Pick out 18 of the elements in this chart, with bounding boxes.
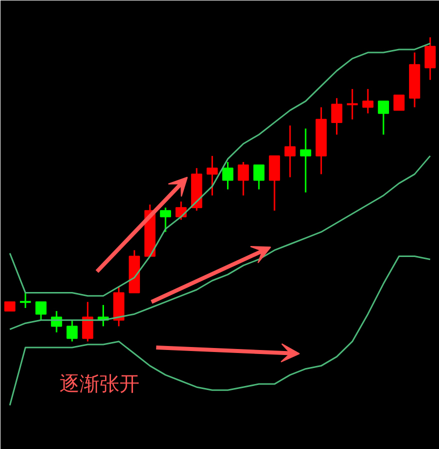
candlestick [176,200,187,221]
candlestick [284,124,296,178]
candlestick [160,206,172,233]
candlestick [35,301,47,321]
candlestick [66,319,78,342]
candlestick [253,164,264,190]
text: 逐渐张开 [60,371,140,396]
candlestick [206,155,218,196]
candlestick [378,100,390,136]
candlestick [300,128,312,194]
candlestick [222,161,234,190]
candlestick [4,301,16,312]
candlestick [362,88,374,114]
candlestick [82,301,94,342]
candlestick [238,161,249,196]
candlestick [331,97,342,136]
candlestick [424,36,436,81]
candlestick [393,94,405,111]
